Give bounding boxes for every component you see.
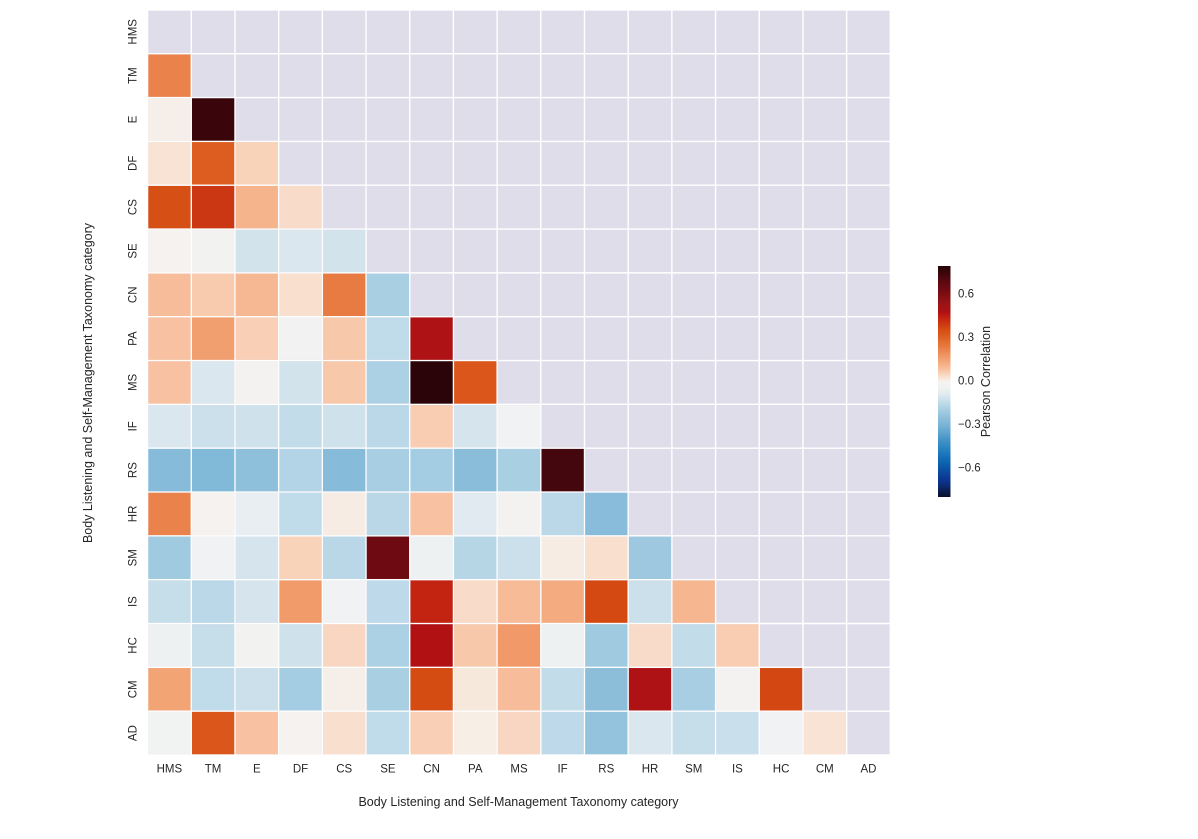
svg-text:RS: RS [598,764,614,776]
svg-text:HC: HC [773,764,790,776]
svg-text:IS: IS [128,596,140,607]
svg-text:PA: PA [128,331,140,346]
svg-text:IS: IS [732,764,743,776]
svg-text:Body Listening and Self-Manage: Body Listening and Self-Management Taxon… [358,795,679,809]
svg-text:RS: RS [128,462,140,478]
svg-text:CN: CN [423,764,440,776]
svg-text:E: E [253,764,261,776]
svg-text:CM: CM [128,680,140,698]
svg-text:DF: DF [293,764,308,776]
svg-text:Pearson Correlation: Pearson Correlation [979,326,993,437]
svg-text:MS: MS [510,764,528,776]
svg-text:HMS: HMS [128,19,140,45]
svg-text:SE: SE [128,243,140,259]
svg-text:−0.3: −0.3 [958,419,981,431]
svg-text:IF: IF [557,764,567,776]
svg-text:TM: TM [128,67,140,84]
svg-text:HC: HC [128,637,140,654]
svg-text:−0.6: −0.6 [958,463,981,475]
svg-text:CN: CN [128,286,140,303]
svg-text:Body Listening and Self-Manage: Body Listening and Self-Management Taxon… [81,222,95,543]
svg-text:AD: AD [128,725,140,741]
svg-text:MS: MS [128,373,140,391]
svg-text:CS: CS [128,199,140,215]
svg-text:SM: SM [685,764,702,776]
svg-text:HR: HR [642,764,659,776]
svg-text:PA: PA [468,764,483,776]
svg-text:0.3: 0.3 [958,332,974,344]
svg-text:CS: CS [336,764,352,776]
svg-text:IF: IF [128,421,140,431]
svg-text:SM: SM [128,549,140,566]
svg-text:HR: HR [128,506,140,523]
svg-text:HMS: HMS [157,764,183,776]
svg-text:CM: CM [816,764,834,776]
svg-text:SE: SE [380,764,396,776]
svg-text:0.0: 0.0 [958,376,974,388]
svg-text:TM: TM [205,764,222,776]
svg-text:AD: AD [861,764,877,776]
svg-text:E: E [128,115,140,123]
svg-text:0.6: 0.6 [958,288,974,300]
svg-text:DF: DF [128,156,140,171]
